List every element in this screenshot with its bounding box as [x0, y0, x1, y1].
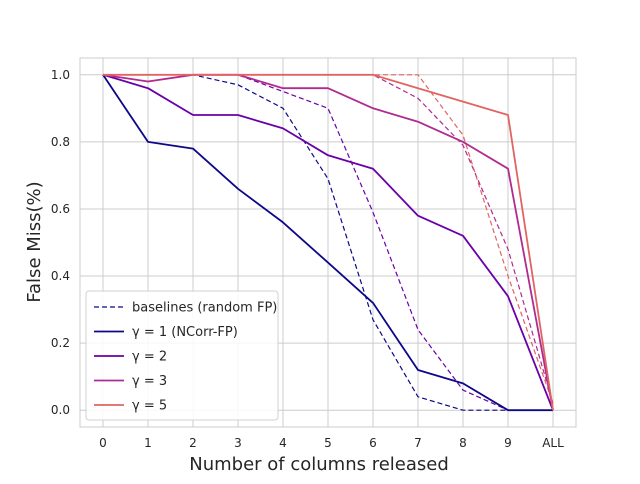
- x-tick-label: 8: [459, 436, 467, 450]
- axes-border: [79, 57, 577, 428]
- legend-label: γ = 1 (NCorr-FP): [132, 325, 238, 340]
- legend: baselines (random FP) γ = 1 (NCorr-FP) γ =…: [85, 290, 279, 421]
- x-tick-label: 3: [234, 436, 242, 450]
- gamma-series-line-3: [103, 73, 554, 411]
- legend-label: γ = 5: [132, 399, 167, 414]
- y-tick-label: 0.8: [51, 135, 70, 149]
- y-tick-label: 0.2: [51, 336, 70, 350]
- x-tick-label: 4: [279, 436, 287, 450]
- x-tick-labels: 0 1 2 3 4 5 6 7 8 9 ALL: [99, 436, 564, 450]
- x-tick-label: 9: [504, 436, 512, 450]
- x-tick-label: 6: [369, 436, 377, 450]
- y-tick-label: 1.0: [51, 68, 70, 82]
- x-tick-label: 1: [144, 436, 152, 450]
- legend-label: γ = 2: [132, 350, 167, 365]
- y-tick-labels: 0.0 0.2 0.4 0.6 0.8 1.0: [51, 68, 70, 417]
- gamma-series-line-1: [102, 73, 554, 411]
- x-axis-label: Number of columns released: [189, 454, 449, 475]
- x-tick-label: 0: [99, 436, 107, 450]
- legend-box: [85, 290, 279, 421]
- axes-frame: [79, 57, 577, 428]
- legend-label: γ = 3: [132, 374, 167, 389]
- y-axis-label: False Miss(%): [24, 181, 45, 302]
- x-tick-label: 2: [189, 436, 197, 450]
- gamma-series-line-0: [102, 74, 553, 412]
- y-tick-label: 0.4: [51, 269, 70, 283]
- y-tick-label: 0.6: [51, 202, 70, 216]
- series-lines: [102, 73, 554, 412]
- grid-lines: [80, 58, 576, 427]
- x-tick-label: 5: [324, 436, 332, 450]
- x-tick-label: 7: [414, 436, 422, 450]
- y-tick-label: 0.0: [51, 403, 70, 417]
- x-tick-label: ALL: [542, 436, 564, 450]
- legend-label: baselines (random FP): [132, 301, 277, 316]
- gamma-series-line-2: [102, 73, 554, 411]
